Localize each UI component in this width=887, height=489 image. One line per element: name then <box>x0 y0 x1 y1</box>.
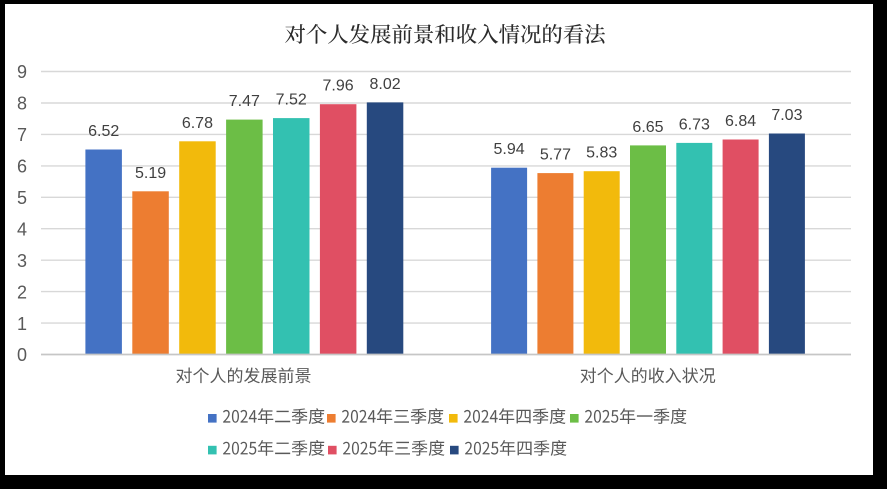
svg-text:7.03: 7.03 <box>771 107 802 124</box>
svg-text:3: 3 <box>17 251 27 271</box>
svg-text:4: 4 <box>17 219 27 239</box>
svg-text:9: 9 <box>17 62 27 82</box>
svg-text:6: 6 <box>17 157 27 177</box>
svg-text:2: 2 <box>17 282 27 302</box>
svg-text:5.83: 5.83 <box>586 145 617 162</box>
svg-text:6.65: 6.65 <box>632 119 663 136</box>
svg-text:0: 0 <box>17 345 27 365</box>
svg-text:5.94: 5.94 <box>494 141 525 158</box>
svg-text:8.02: 8.02 <box>370 76 401 93</box>
svg-text:7: 7 <box>17 125 27 145</box>
svg-text:5: 5 <box>17 188 27 208</box>
svg-text:6.78: 6.78 <box>182 115 213 132</box>
svg-text:6.84: 6.84 <box>725 113 756 130</box>
svg-text:7.52: 7.52 <box>276 92 307 109</box>
svg-text:7.47: 7.47 <box>229 93 260 110</box>
svg-text:6.52: 6.52 <box>88 123 119 140</box>
svg-text:5.19: 5.19 <box>135 165 166 182</box>
svg-text:6.73: 6.73 <box>679 116 710 133</box>
svg-text:7.96: 7.96 <box>323 78 354 95</box>
svg-text:1: 1 <box>17 314 27 334</box>
svg-text:5.77: 5.77 <box>540 147 571 164</box>
svg-text:8: 8 <box>17 94 27 114</box>
